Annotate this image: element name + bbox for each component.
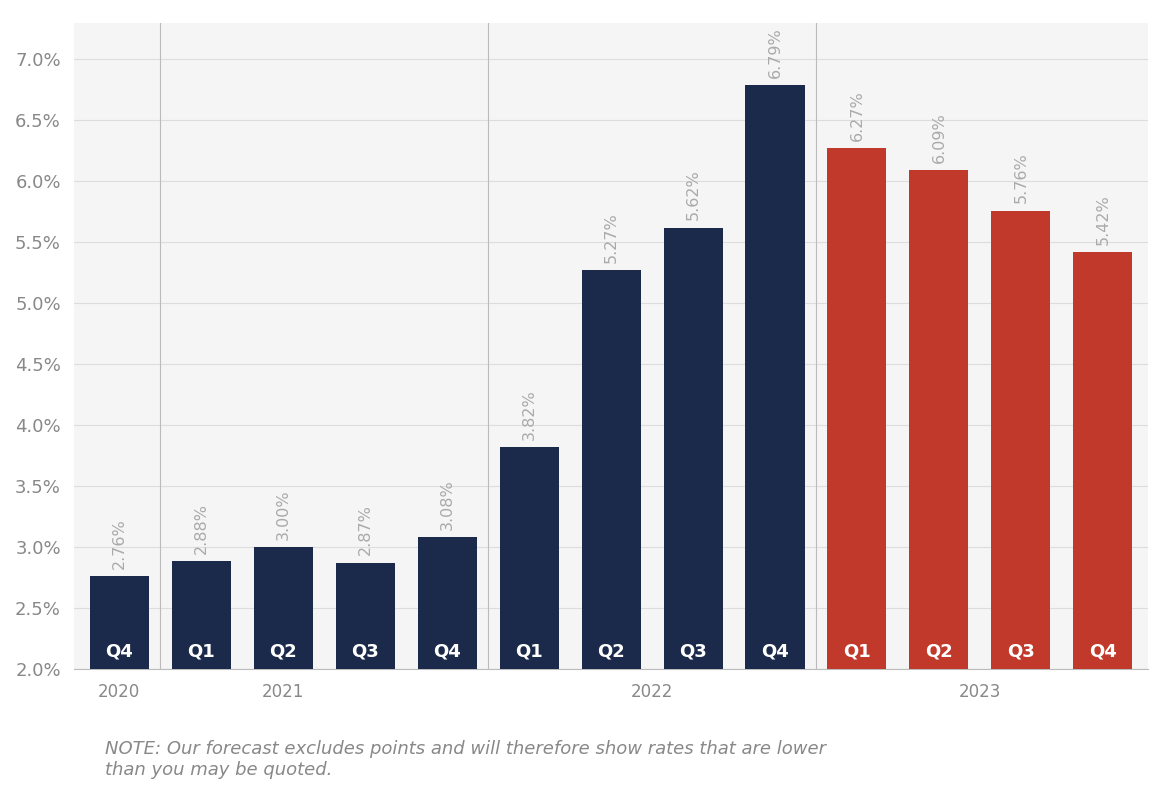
Text: 2023: 2023 (958, 683, 1001, 701)
Bar (991, 211, 1050, 669)
Bar (172, 561, 230, 669)
Bar (1073, 252, 1133, 669)
Text: 5.76%: 5.76% (1013, 153, 1028, 204)
Text: Q4: Q4 (761, 642, 789, 660)
Text: 5.62%: 5.62% (685, 169, 700, 220)
Bar (90, 576, 149, 669)
Text: Q3: Q3 (679, 642, 707, 660)
Text: 2022: 2022 (630, 683, 673, 701)
Text: Q4: Q4 (1089, 642, 1116, 660)
Text: NOTE: Our forecast excludes points and will therefore show rates that are lower
: NOTE: Our forecast excludes points and w… (105, 740, 826, 779)
Bar (582, 270, 641, 669)
Text: 2.88%: 2.88% (193, 503, 208, 554)
Text: Q1: Q1 (843, 642, 871, 660)
Text: Q4: Q4 (433, 642, 461, 660)
Text: 6.79%: 6.79% (768, 27, 783, 78)
Text: Q3: Q3 (1007, 642, 1035, 660)
Bar (418, 537, 477, 669)
Text: Q4: Q4 (106, 642, 133, 660)
Text: Q2: Q2 (270, 642, 297, 660)
Text: 6.27%: 6.27% (849, 91, 864, 142)
Bar (664, 227, 722, 669)
Text: Q2: Q2 (925, 642, 952, 660)
Text: 5.42%: 5.42% (1096, 194, 1111, 245)
Text: 3.00%: 3.00% (276, 489, 291, 540)
Text: 5.27%: 5.27% (604, 212, 619, 263)
Text: 2.87%: 2.87% (357, 505, 372, 556)
Bar (745, 85, 805, 669)
Text: 2.76%: 2.76% (112, 518, 127, 568)
Text: 3.08%: 3.08% (440, 479, 455, 529)
Text: 3.82%: 3.82% (521, 389, 536, 440)
Bar (254, 547, 313, 669)
Bar (500, 447, 558, 669)
Bar (909, 170, 969, 669)
Text: 2021: 2021 (262, 683, 305, 701)
Bar (336, 563, 394, 669)
Text: Q2: Q2 (597, 642, 625, 660)
Text: Q1: Q1 (187, 642, 215, 660)
Bar (827, 149, 886, 669)
Text: 2020: 2020 (98, 683, 141, 701)
Text: Q1: Q1 (515, 642, 543, 660)
Text: 6.09%: 6.09% (932, 112, 947, 163)
Text: Q3: Q3 (351, 642, 379, 660)
